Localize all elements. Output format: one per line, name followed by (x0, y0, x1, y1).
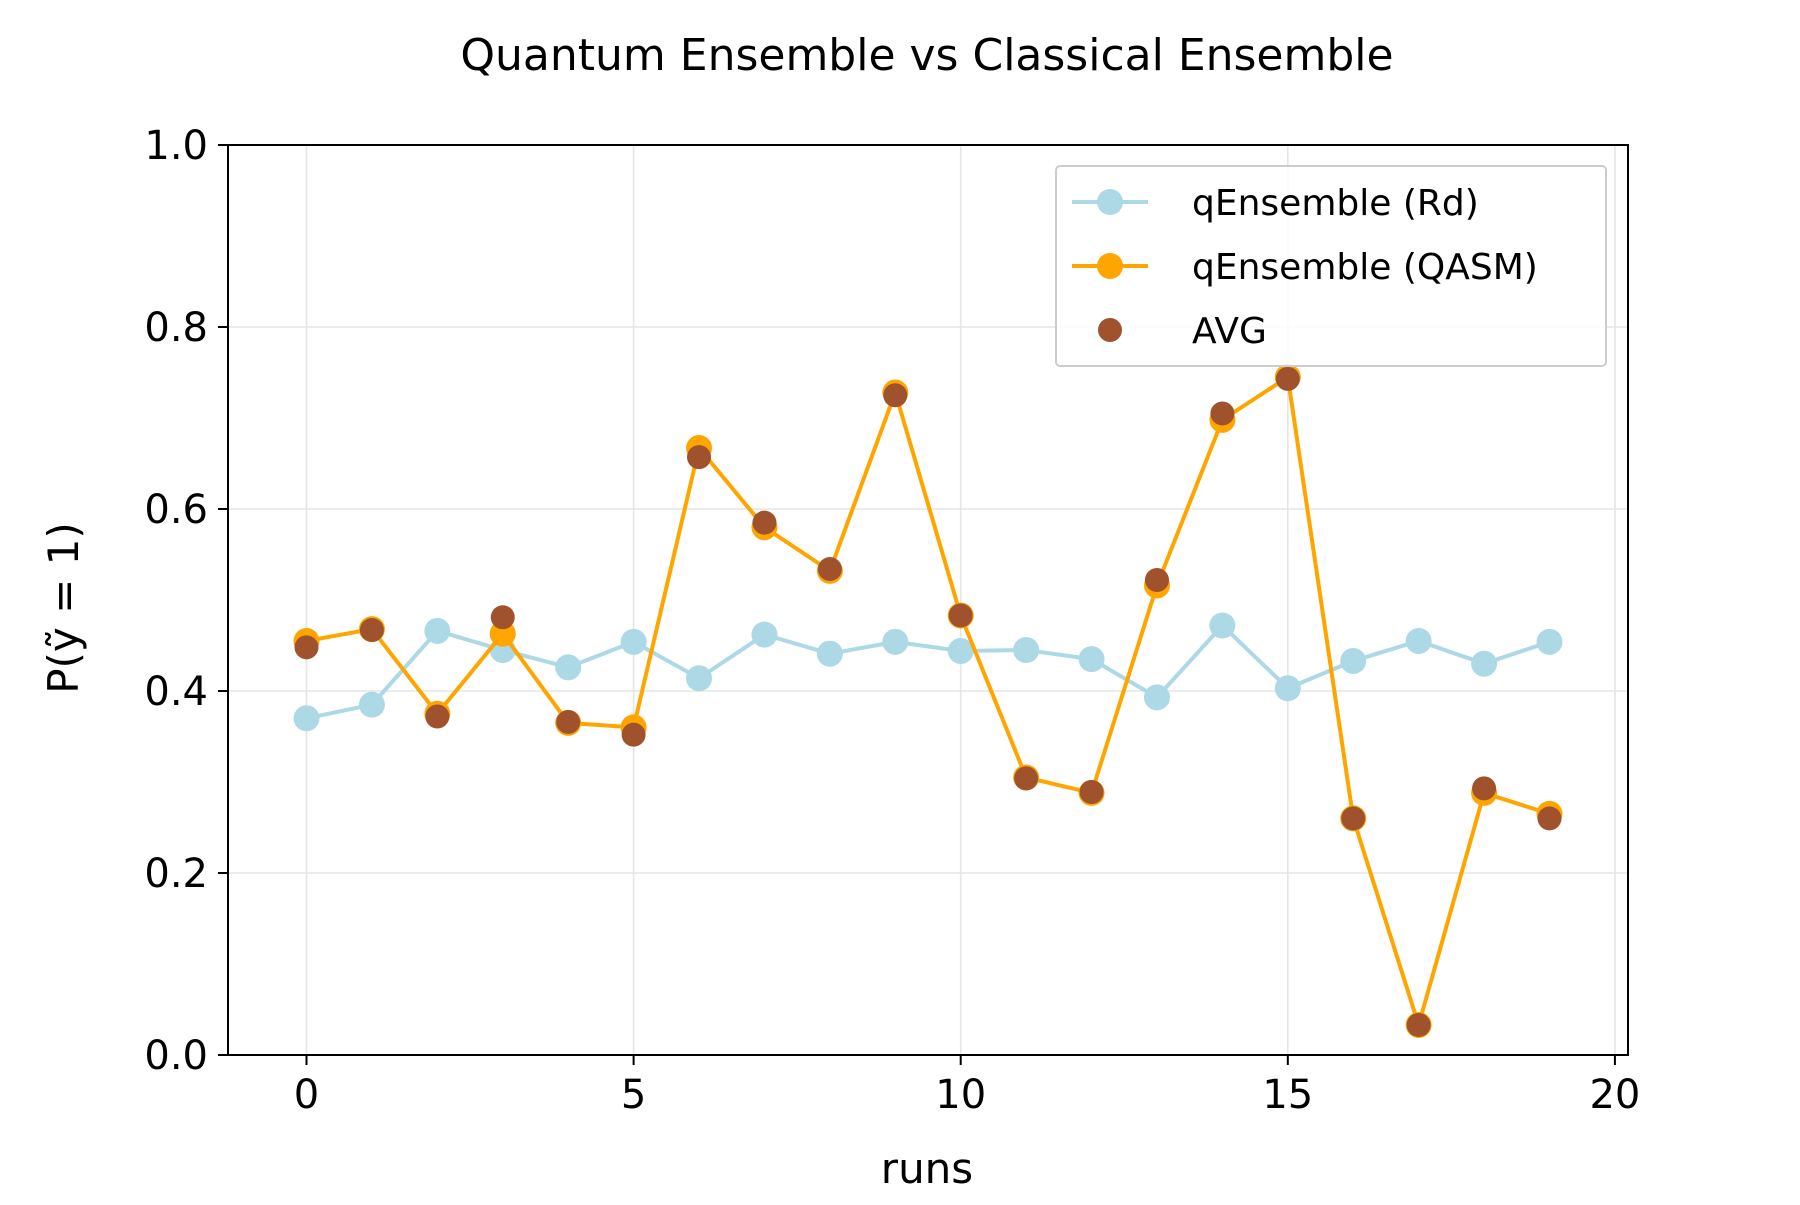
data-point (1274, 675, 1301, 702)
data-point (816, 640, 843, 667)
legend-label: AVG (1192, 311, 1267, 352)
legend-marker (1097, 253, 1123, 279)
x-tick-label: 10 (935, 1072, 986, 1118)
data-point (1405, 627, 1432, 654)
data-point (1471, 650, 1498, 677)
legend-item: qEnsemble (Rd) (1072, 183, 1479, 224)
legend-label: qEnsemble (Rd) (1192, 183, 1479, 224)
legend-label: qEnsemble (QASM) (1192, 247, 1538, 288)
data-point (1078, 646, 1105, 673)
x-tick-label: 15 (1262, 1072, 1313, 1118)
data-point (1275, 366, 1300, 391)
y-tick-label: 1.0 (144, 123, 208, 169)
data-point (1210, 401, 1235, 426)
series-qensemble-rd (293, 612, 1563, 732)
data-point (293, 705, 320, 732)
legend-item: qEnsemble (QASM) (1072, 247, 1538, 288)
x-tick-label: 20 (1589, 1072, 1640, 1118)
data-point (359, 618, 384, 643)
chart-title: Quantum Ensemble vs Classical Ensemble (460, 30, 1393, 81)
legend: qEnsemble (Rd) qEnsemble (QASM) AVG (1055, 165, 1607, 367)
data-point (1209, 612, 1236, 639)
data-point (883, 383, 908, 408)
data-point (1014, 766, 1039, 791)
plot-frame (227, 144, 1629, 1056)
data-point (1013, 637, 1040, 664)
data-point (555, 654, 582, 681)
legend-box (1055, 165, 1607, 367)
data-point (752, 510, 777, 535)
legend-item: AVG (1098, 311, 1267, 352)
data-point (621, 722, 646, 747)
data-point (358, 691, 385, 718)
data-point (882, 628, 909, 655)
series-avg (294, 366, 1562, 1037)
y-tick-label: 0.4 (144, 669, 208, 715)
data-point (948, 603, 973, 628)
series-layer (293, 364, 1563, 1038)
data-point (1406, 1012, 1431, 1037)
x-axis-label: runs (881, 1144, 973, 1193)
legend-marker (1097, 189, 1123, 215)
data-point (751, 621, 778, 648)
legend-marker (1098, 318, 1122, 342)
y-tick-label: 0.8 (144, 305, 208, 351)
data-point (556, 709, 581, 734)
data-point (687, 445, 712, 470)
data-point (817, 557, 842, 582)
series-line (306, 375, 1551, 1027)
data-point (947, 637, 974, 664)
data-point (1079, 780, 1104, 805)
y-tick-label: 0.0 (144, 1033, 208, 1079)
y-tick-label: 0.2 (144, 851, 208, 897)
data-point (686, 665, 713, 692)
data-point (1472, 776, 1497, 801)
data-point (1144, 567, 1169, 592)
y-tick-label: 0.6 (144, 487, 208, 533)
data-point (1537, 806, 1562, 831)
y-axis-label: P(ỹ = 1) (39, 522, 88, 694)
data-point (424, 617, 451, 644)
data-point (1341, 806, 1366, 831)
data-point (425, 704, 450, 729)
data-point (294, 635, 319, 660)
data-point (1340, 647, 1367, 674)
x-tick-label: 0 (294, 1072, 319, 1118)
x-tick-label: 5 (621, 1072, 646, 1118)
axes: 0 5 10 15 20 0.0 0.2 0.4 0.6 0.8 1.0 (144, 123, 1640, 1118)
data-point (490, 605, 515, 630)
data-point (1536, 628, 1563, 655)
data-point (1143, 684, 1170, 711)
data-point (620, 628, 647, 655)
